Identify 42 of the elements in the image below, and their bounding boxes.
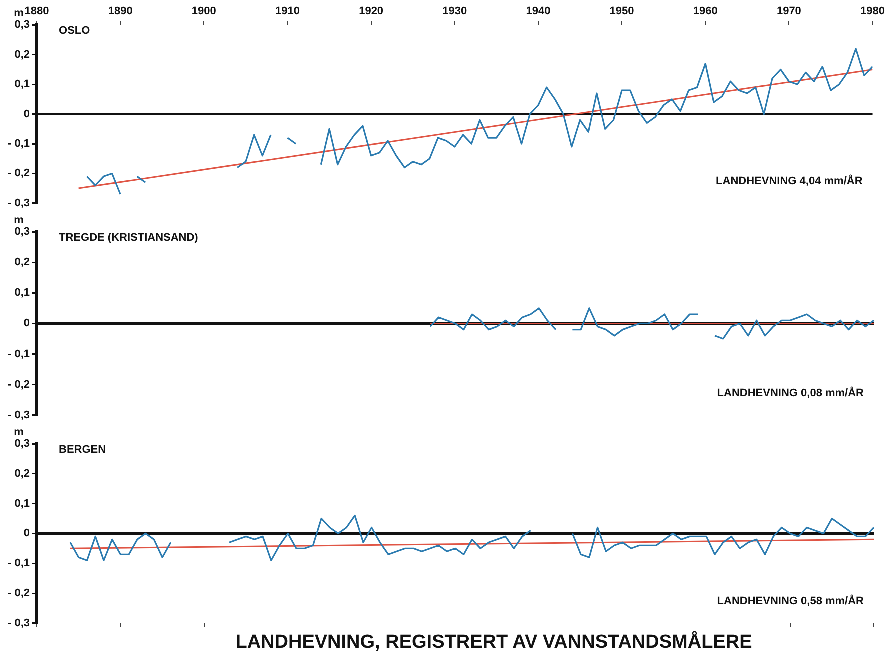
chart-title: OSLO bbox=[59, 25, 91, 38]
x-tick-label: 1900 bbox=[192, 6, 216, 18]
y-tick-label: 0,2 bbox=[14, 468, 30, 480]
x-tick-label: 1950 bbox=[610, 6, 634, 18]
y-tick-label: - 0,2 bbox=[8, 378, 30, 391]
chart-title: TREGDE (KRISTIANSAND) bbox=[59, 232, 199, 244]
x-tick-label: 1930 bbox=[442, 6, 468, 18]
y-tick-label: 0,1 bbox=[14, 498, 30, 510]
y-tick-label: - 0,2 bbox=[8, 588, 30, 600]
y-axis-title: m bbox=[14, 214, 24, 227]
x-tick-label: 1960 bbox=[693, 6, 718, 18]
y-tick-label: - 0,3 bbox=[8, 409, 30, 422]
y-tick-label: 0,2 bbox=[14, 256, 30, 269]
y-tick-label: 0 bbox=[24, 528, 30, 540]
y-tick-label: - 0,3 bbox=[8, 197, 30, 210]
chart-title: BERGEN bbox=[59, 444, 106, 456]
y-tick-label: - 0,1 bbox=[8, 138, 30, 150]
y-tick-label: 0,1 bbox=[14, 287, 30, 300]
y-tick-label: 0 bbox=[24, 318, 30, 330]
text: LANDHEVNING, REGISTRERT AV VANNSTANDSMÅLERE bbox=[234, 632, 754, 654]
y-tick-label: 0,2 bbox=[14, 48, 30, 61]
x-tick-label: 1940 bbox=[526, 6, 551, 18]
y-tick-label: - 0,3 bbox=[8, 617, 30, 630]
y-tick-label: - 0,2 bbox=[8, 168, 30, 180]
y-axis-title: m bbox=[14, 426, 24, 439]
y-tick-label: 0,3 bbox=[14, 438, 30, 450]
annotation: LANDHEVNING 0,08 mm/ÅR bbox=[717, 386, 864, 400]
x-tick-label: 1920 bbox=[359, 6, 384, 18]
annotation: LANDHEVNING 4,04 mm/ÅR bbox=[716, 174, 863, 188]
x-tick-label: 1890 bbox=[108, 6, 133, 18]
y-tick-label: 0 bbox=[24, 108, 30, 120]
y-tick-label: 0,1 bbox=[14, 78, 30, 91]
y-axis-title: m bbox=[14, 8, 24, 20]
y-tick-label: - 0,1 bbox=[8, 348, 30, 360]
x-tick-label: 1910 bbox=[275, 6, 300, 18]
x-tick-label: 1970 bbox=[776, 6, 802, 18]
x-tick-label: 1980 bbox=[860, 6, 886, 18]
y-tick-label: 0,3 bbox=[14, 19, 30, 32]
annotation: LANDHEVNING 0,58 mm/ÅR bbox=[717, 594, 864, 608]
y-tick-label: - 0,1 bbox=[8, 558, 30, 570]
y-tick-label: 0,3 bbox=[14, 226, 30, 238]
x-tick-label: 1880 bbox=[24, 6, 50, 18]
